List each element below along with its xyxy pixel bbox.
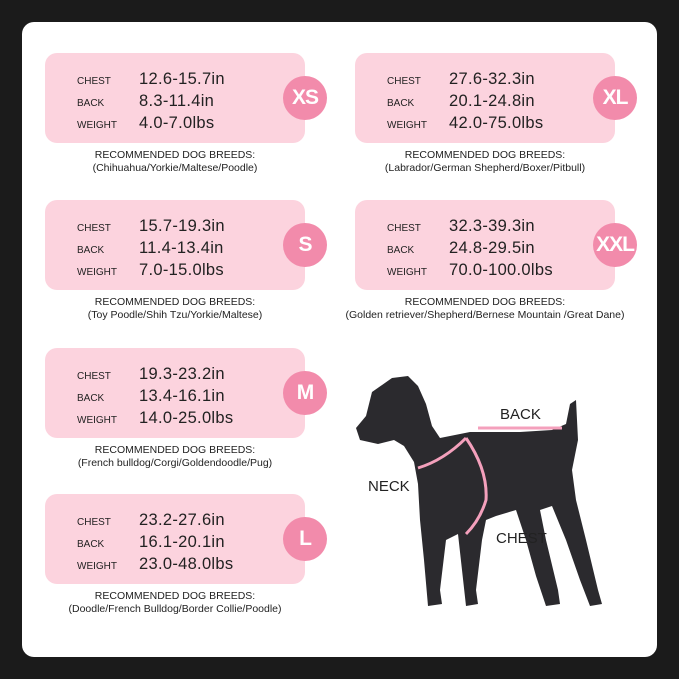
size-card: CHEST 27.6-32.3in BACK 20.1-24.8in WEIGH… [355,53,615,143]
back-value: 16.1-20.1in [139,533,225,551]
recommended-breeds: RECOMMENDED DOG BREEDS: (Doodle/French B… [35,590,315,616]
chest-value: 27.6-32.3in [449,70,535,88]
breeds-list: (Doodle/French Bulldog/Border Collie/Poo… [68,603,282,615]
recommended-breeds: RECOMMENDED DOG BREEDS: (Labrador/German… [345,149,625,175]
recommended-breeds: RECOMMENDED DOG BREEDS: (Chihuahua/Yorki… [35,149,315,175]
back-label: BACK [77,98,105,109]
weight-value: 4.0-7.0lbs [139,114,215,132]
back-value: 11.4-13.4in [139,239,224,257]
breeds-title: RECOMMENDED DOG BREEDS: [404,149,566,161]
neck-label: NECK [368,478,410,495]
breeds-list: (Golden retriever/Shepherd/Bernese Mount… [345,309,625,321]
size-badge: XXL [593,223,637,267]
weight-row: WEIGHT 70.0-100.0lbs [387,258,607,280]
chest-label: CHEST [77,223,111,234]
size-badge: XL [593,76,637,120]
dog-silhouette [356,376,602,606]
size-card: CHEST 32.3-39.3in BACK 24.8-29.5in WEIGH… [355,200,615,290]
back-value: 13.4-16.1in [139,387,225,405]
weight-value: 14.0-25.0lbs [139,409,234,427]
chest-value: 12.6-15.7in [139,70,225,88]
chest-label: CHEST [496,530,547,547]
weight-label: WEIGHT [77,267,117,278]
weight-row: WEIGHT 7.0-15.0lbs [77,258,297,280]
weight-label: WEIGHT [387,120,427,131]
size-card: CHEST 12.6-15.7in BACK 8.3-11.4in WEIGHT… [45,53,305,143]
breeds-title: RECOMMENDED DOG BREEDS: [404,296,566,308]
size-card: CHEST 23.2-27.6in BACK 16.1-20.1in WEIGH… [45,494,305,584]
chest-row: CHEST 12.6-15.7in [77,67,297,89]
weight-value: 42.0-75.0lbs [449,114,544,132]
back-label: BACK [387,245,415,256]
weight-value: 7.0-15.0lbs [139,261,224,279]
breeds-list: (Chihuahua/Yorkie/Maltese/Poodle) [92,162,258,174]
weight-label: WEIGHT [77,120,117,131]
weight-row: WEIGHT 23.0-48.0lbs [77,552,297,574]
chest-row: CHEST 23.2-27.6in [77,508,297,530]
chest-value: 19.3-23.2in [139,365,225,383]
chest-label: CHEST [77,76,111,87]
size-badge: S [283,223,327,267]
weight-row: WEIGHT 14.0-25.0lbs [77,406,297,428]
chest-row: CHEST 27.6-32.3in [387,67,607,89]
size-badge: L [283,517,327,561]
weight-row: WEIGHT 4.0-7.0lbs [77,111,297,133]
breeds-list: (Labrador/German Shepherd/Boxer/Pitbull) [384,162,586,174]
chest-row: CHEST 32.3-39.3in [387,214,607,236]
back-row: BACK 24.8-29.5in [387,236,607,258]
recommended-breeds: RECOMMENDED DOG BREEDS: (Toy Poodle/Shih… [35,296,315,322]
weight-value: 23.0-48.0lbs [139,555,234,573]
chest-strap [464,437,488,536]
chest-label: CHEST [387,76,421,87]
size-card: CHEST 15.7-19.3in BACK 11.4-13.4in WEIGH… [45,200,305,290]
chest-row: CHEST 19.3-23.2in [77,362,297,384]
back-row: BACK 20.1-24.8in [387,89,607,111]
back-value: 24.8-29.5in [449,239,535,257]
back-row: BACK 13.4-16.1in [77,384,297,406]
chest-label: CHEST [387,223,421,234]
breeds-list: (French bulldog/Corgi/Goldendoodle/Pug) [77,457,273,469]
chest-label: CHEST [77,371,111,382]
neck-strap [417,436,468,470]
breeds-title: RECOMMENDED DOG BREEDS: [94,296,256,308]
size-badge: XS [283,76,327,120]
weight-label: WEIGHT [77,415,117,426]
chest-row: CHEST 15.7-19.3in [77,214,297,236]
size-card: CHEST 19.3-23.2in BACK 13.4-16.1in WEIGH… [45,348,305,438]
size-badge: M [283,371,327,415]
recommended-breeds: RECOMMENDED DOG BREEDS: (Golden retrieve… [345,296,625,322]
recommended-breeds: RECOMMENDED DOG BREEDS: (French bulldog/… [35,444,315,470]
breeds-title: RECOMMENDED DOG BREEDS: [94,149,256,161]
back-row: BACK 8.3-11.4in [77,89,297,111]
back-row: BACK 16.1-20.1in [77,530,297,552]
back-label: BACK [77,393,105,404]
back-label: BACK [387,98,415,109]
weight-row: WEIGHT 42.0-75.0lbs [387,111,607,133]
back-label: BACK [500,406,541,423]
weight-label: WEIGHT [387,267,427,278]
weight-label: WEIGHT [77,561,117,572]
breeds-list: (Toy Poodle/Shih Tzu/Yorkie/Maltese) [87,309,263,321]
back-label: BACK [77,539,105,550]
back-label: BACK [77,245,105,256]
chest-value: 23.2-27.6in [139,511,225,529]
chest-label: CHEST [77,517,111,528]
back-value: 8.3-11.4in [139,92,215,110]
breeds-title: RECOMMENDED DOG BREEDS: [94,590,256,602]
weight-value: 70.0-100.0lbs [449,261,553,279]
dog-diagram [356,376,602,606]
chest-value: 15.7-19.3in [139,217,225,235]
breeds-title: RECOMMENDED DOG BREEDS: [94,444,256,456]
chest-value: 32.3-39.3in [449,217,535,235]
back-row: BACK 11.4-13.4in [77,236,297,258]
back-value: 20.1-24.8in [449,92,535,110]
